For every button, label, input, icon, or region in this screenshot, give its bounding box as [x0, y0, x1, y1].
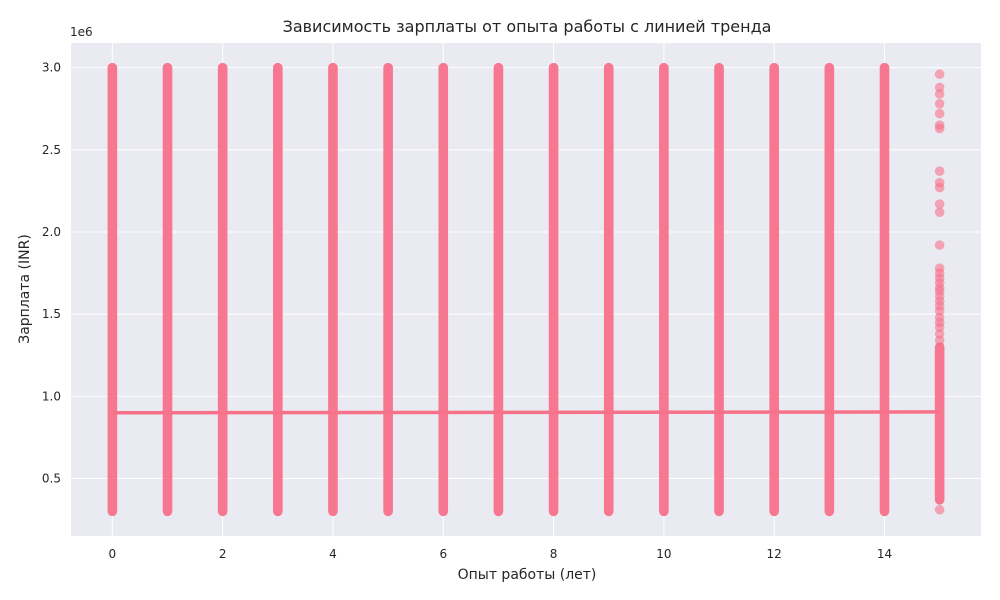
x-tick-label: 4: [329, 547, 337, 561]
scatter-point: [934, 207, 945, 218]
scatter-point: [934, 99, 945, 109]
scatter-point: [934, 322, 945, 333]
y-tick-label: 0.5: [42, 471, 61, 485]
chart-title: Зависимость зарплаты от опыта работы с л…: [283, 17, 772, 36]
y-tick-label: 2.5: [42, 143, 61, 157]
scatter-point: [934, 306, 945, 316]
x-tick-label: 6: [439, 547, 447, 561]
y-offset-label: 1e6: [70, 25, 93, 39]
trend-line-group: [112, 410, 940, 415]
x-tick-label: 2: [219, 547, 227, 561]
scatter-point: [934, 329, 945, 339]
trend-line: [112, 410, 940, 415]
y-tick-label: 1.5: [42, 307, 61, 321]
x-tick-label: 10: [656, 547, 671, 561]
scatter-point: [934, 108, 945, 119]
scatter-point: [934, 199, 945, 209]
scatter-point: [934, 123, 945, 134]
scatter-points: [107, 62, 945, 517]
y-axis-label: Зарплата (INR): [17, 234, 33, 344]
x-tick-label: 0: [109, 547, 117, 561]
y-tick-label: 3.0: [42, 61, 61, 75]
x-tick-label: 12: [767, 547, 782, 561]
scatter-point: [934, 69, 945, 80]
x-axis-label: Опыт работы (лет): [458, 567, 597, 583]
plot-background: [71, 43, 981, 536]
y-tick-label: 2.0: [42, 225, 61, 239]
scatter-point: [934, 240, 945, 250]
tick-labels: 0 2 4 6 8 10 12 14 0.5 1.0 1.5 2.0 2.5 3.0: [42, 61, 892, 561]
scatter-point: [934, 82, 945, 93]
scatter-point: [934, 335, 945, 346]
scatter-point: [934, 182, 945, 193]
y-tick-label: 1.0: [42, 389, 61, 403]
scatter-point: [934, 166, 945, 176]
scatter-point: [934, 504, 945, 515]
x-tick-label: 8: [550, 547, 558, 561]
x-tick-label: 14: [877, 547, 892, 561]
scatter-point: [934, 89, 945, 99]
